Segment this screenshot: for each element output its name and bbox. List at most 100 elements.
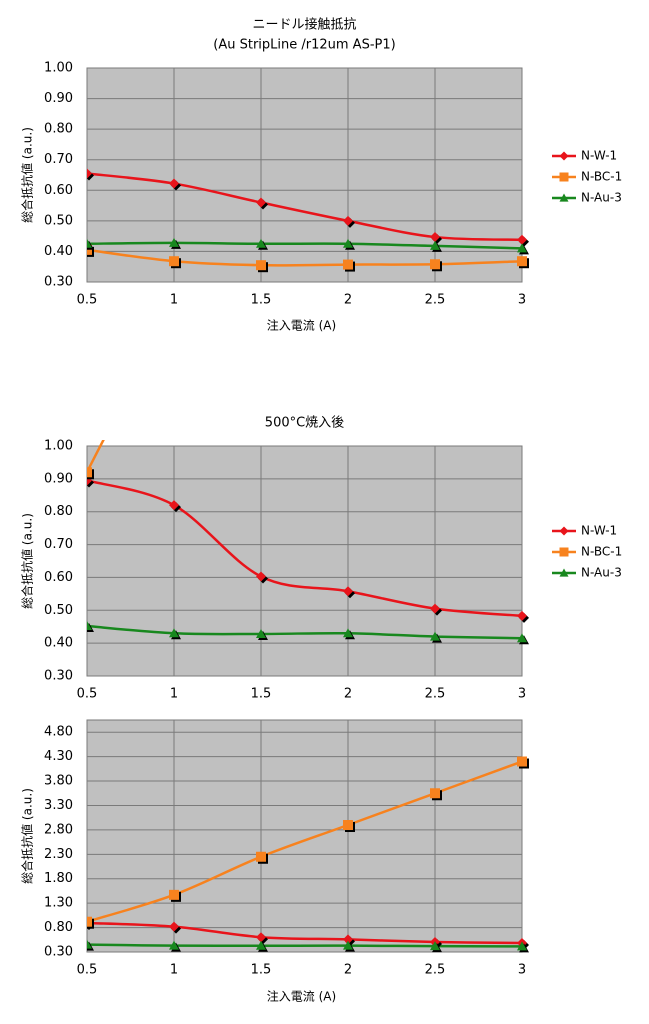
y-tick-label: 0.70 [44, 152, 73, 167]
legend-marker [559, 151, 569, 161]
series-line [87, 943, 523, 948]
legend-marker [559, 172, 569, 182]
series-layer [87, 168, 529, 273]
y-tick-label: 0.80 [44, 504, 73, 519]
x-tick-label: 3 [518, 963, 526, 978]
data-point [517, 756, 527, 767]
data-point [87, 467, 92, 478]
data-point [87, 939, 92, 949]
data-point [169, 921, 179, 932]
x-tick-label: 1.5 [251, 293, 272, 308]
y-tick-label: 1.80 [44, 871, 73, 886]
series-line [87, 624, 523, 640]
data-point [87, 621, 92, 631]
legend-label: N-BC-1 [581, 545, 622, 559]
y-tick-label: 1.30 [44, 896, 73, 911]
x-axis-label: 注入電流 (A) [267, 318, 336, 333]
y-tick-label: 0.30 [44, 275, 73, 290]
series-layer [87, 756, 529, 953]
chart: 500°C焼入後 0.30 0.40 0.50 0.60 0.70 0.80 0.90 1.00… [20, 416, 623, 702]
data-point [430, 240, 440, 250]
x-tick-label: 0.5 [77, 687, 98, 702]
x-tick-label: 0.5 [77, 293, 98, 308]
series-line [87, 760, 523, 923]
data-point [517, 633, 527, 643]
data-point [256, 940, 266, 950]
x-tick-label: 1 [170, 293, 178, 308]
data-point [517, 256, 527, 267]
series-line [87, 479, 523, 618]
data-point [430, 788, 440, 799]
data-point [517, 941, 527, 951]
legend-label: N-W-1 [581, 149, 617, 163]
data-point [87, 238, 92, 248]
y-tick-label: 0.50 [44, 603, 73, 618]
x-tick-label: 3 [518, 293, 526, 308]
legend-marker [559, 193, 569, 202]
data-point [87, 168, 92, 179]
y-tick-label: 0.30 [44, 669, 73, 684]
chart: 0.30 0.80 1.30 1.80 2.30 2.80 3.30 3.80 4.30 4.80… [20, 719, 529, 1004]
legend-marker [559, 547, 569, 557]
legend-label: N-BC-1 [581, 170, 622, 184]
x-axis-label: 注入電流 (A) [267, 989, 336, 1004]
x-tick-label: 2.5 [425, 963, 446, 978]
y-tick-label: 3.30 [44, 798, 73, 813]
plot-area [86, 719, 523, 953]
chart-title: ニードル接触抵抗 [252, 17, 356, 33]
y-tick-label: 0.80 [44, 920, 73, 935]
x-tick-label: 3 [518, 687, 526, 702]
x-tick-label: 2 [344, 963, 352, 978]
data-point [169, 940, 179, 950]
y-tick-label: 0.40 [44, 636, 73, 651]
data-point [256, 932, 266, 943]
series-layer [87, 440, 529, 645]
data-point [87, 244, 92, 255]
y-tick-label: 0.50 [44, 213, 73, 228]
legend-marker [559, 568, 569, 577]
data-point [517, 234, 527, 245]
data-point [343, 586, 353, 597]
legend-marker [559, 526, 569, 536]
y-tick-label: 4.30 [44, 749, 73, 764]
data-point [430, 631, 440, 641]
data-point [256, 260, 266, 271]
plot-area [86, 67, 523, 283]
y-tick-label: 0.40 [44, 244, 73, 259]
series-line [87, 248, 523, 267]
data-point [169, 889, 179, 900]
legend-label: N-W-1 [581, 524, 617, 538]
y-tick-label: 1.00 [44, 439, 73, 454]
y-tick-label: 2.30 [44, 847, 73, 862]
y-tick-label: 0.60 [44, 570, 73, 585]
y-axis-label: 総合抵抗値 (a.u.) [20, 788, 35, 884]
plot-area [86, 445, 523, 677]
y-tick-label: 0.90 [44, 91, 73, 106]
x-tick-label: 1 [170, 963, 178, 978]
data-point [87, 916, 92, 927]
chart-subtitle: (Au StripLine /r12um AS-P1) [213, 38, 395, 53]
y-tick-label: 2.80 [44, 822, 73, 837]
data-point [256, 197, 266, 208]
data-point [343, 238, 353, 248]
y-tick-label: 0.70 [44, 537, 73, 552]
x-tick-label: 2.5 [425, 293, 446, 308]
y-tick-label: 4.80 [44, 725, 73, 740]
data-point [256, 628, 266, 638]
series-line [87, 172, 523, 242]
y-tick-label: 0.80 [44, 122, 73, 137]
series-line [87, 921, 523, 945]
data-point [430, 941, 440, 951]
data-point [256, 238, 266, 248]
data-point [517, 243, 527, 253]
y-tick-label: 1.00 [44, 61, 73, 76]
legend-label: N-Au-3 [581, 566, 622, 580]
x-tick-label: 1.5 [251, 687, 272, 702]
y-axis-label: 総合抵抗値 (a.u.) [20, 127, 35, 223]
series-line [87, 241, 523, 250]
data-point [169, 237, 179, 247]
x-tick-label: 1 [170, 687, 178, 702]
data-point [343, 259, 353, 270]
y-tick-label: 3.80 [44, 774, 73, 789]
